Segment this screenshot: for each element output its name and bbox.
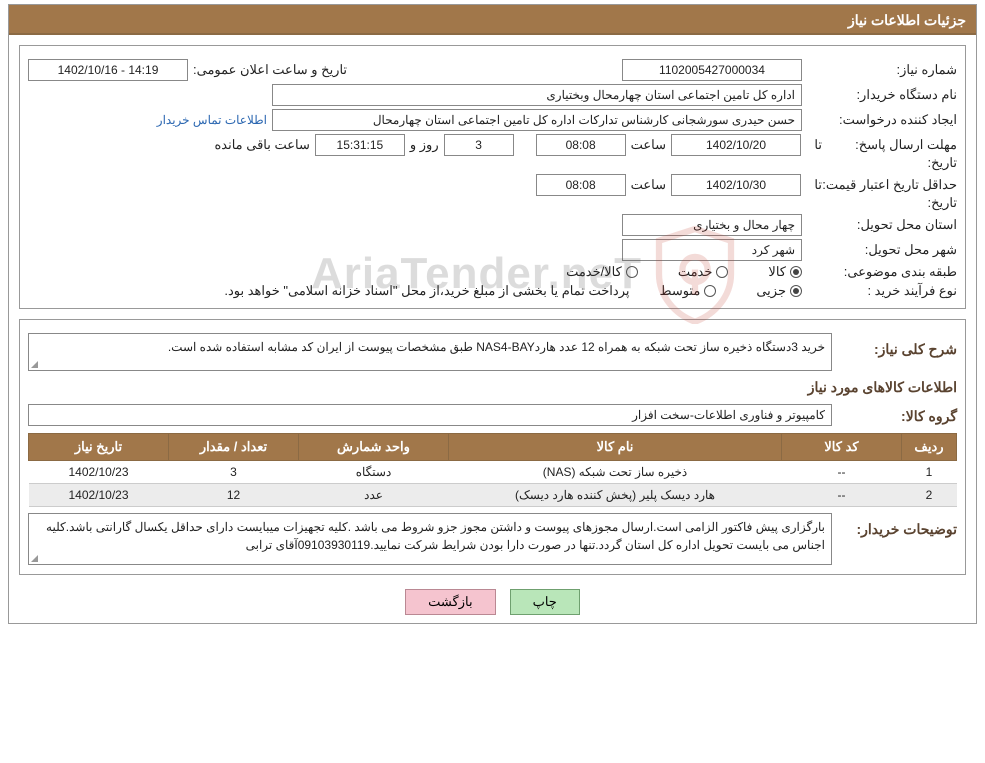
need-section: شرح کلی نیاز: خرید 3دستگاه ذخیره ساز تحت… xyxy=(19,319,966,575)
time-label-1: ساعت xyxy=(631,137,666,153)
radio-service-label: خدمت xyxy=(678,264,713,280)
header-title: جزئیات اطلاعات نیاز xyxy=(848,12,966,28)
until-2: تا xyxy=(806,177,822,193)
radio-small[interactable] xyxy=(790,285,802,297)
table-cell: 1402/10/23 xyxy=(29,484,169,507)
table-row: 1--ذخیره ساز تحت شبکه (NAS)دستگاه31402/1… xyxy=(29,461,957,484)
items-table: ردیفکد کالانام کالاواحد شمارشتعداد / مقد… xyxy=(28,433,957,507)
city-label: شهر محل تحویل: xyxy=(807,242,957,258)
purchase-type-label: نوع فرآیند خرید : xyxy=(807,283,957,299)
radio-goods-group[interactable]: کالا xyxy=(768,264,802,280)
col-header: واحد شمارش xyxy=(299,434,449,461)
table-cell: هارد دیسک پلیر (پخش کننده هارد دیسک) xyxy=(449,484,782,507)
buyer-notes: بارگزاری پیش فاکتور الزامی است.ارسال مجو… xyxy=(28,513,832,565)
col-header: نام کالا xyxy=(449,434,782,461)
col-header: کد کالا xyxy=(782,434,902,461)
group-label: گروه کالا: xyxy=(837,408,957,425)
radio-small-label: جزیی xyxy=(756,283,786,299)
group-value: کامپیوتر و فناوری اطلاعات-سخت افزار xyxy=(28,404,832,426)
table-cell: 12 xyxy=(169,484,299,507)
col-header: تعداد / مقدار xyxy=(169,434,299,461)
buyer-notes-label: توضیحات خریدار: xyxy=(837,521,957,538)
table-cell: 3 xyxy=(169,461,299,484)
page-container: جزئیات اطلاعات نیاز AriaTender.neT شماره… xyxy=(8,4,977,624)
radio-goods-label: کالا xyxy=(768,264,786,280)
table-cell: 1 xyxy=(902,461,957,484)
col-header: تاریخ نیاز xyxy=(29,434,169,461)
province-label: استان محل تحویل: xyxy=(807,217,957,233)
time-label-2: ساعت xyxy=(631,177,666,193)
contact-link[interactable]: اطلاعات تماس خریدار xyxy=(157,113,267,127)
desc-label: شرح کلی نیاز: xyxy=(837,341,957,358)
announce-label: تاریخ و ساعت اعلان عمومی: xyxy=(193,62,347,78)
need-number: 1102005427000034 xyxy=(622,59,802,81)
print-button[interactable]: چاپ xyxy=(510,589,580,615)
need-description: خرید 3دستگاه ذخیره ساز تحت شبکه به همراه… xyxy=(28,333,832,371)
date-label-r2: تاریخ: xyxy=(807,195,957,211)
radio-small-group[interactable]: جزیی xyxy=(756,283,802,299)
until-1: تا xyxy=(806,137,822,153)
remain-suffix: ساعت باقی مانده xyxy=(214,137,309,153)
radio-medium-group[interactable]: متوسط xyxy=(659,283,716,299)
table-cell: عدد xyxy=(299,484,449,507)
table-cell: -- xyxy=(782,484,902,507)
info-section: شماره نیاز: 1102005427000034 تاریخ و ساع… xyxy=(19,45,966,309)
items-title: اطلاعات کالاهای مورد نیاز xyxy=(28,379,957,396)
reply-time: 08:08 xyxy=(536,134,626,156)
province: چهار محال و بختیاری xyxy=(622,214,802,236)
radio-goods[interactable] xyxy=(790,266,802,278)
radio-medium[interactable] xyxy=(704,285,716,297)
radio-goods-service-group[interactable]: کالا/خدمت xyxy=(566,264,638,280)
price-validity-date: 1402/10/30 xyxy=(671,174,801,196)
table-cell: 1402/10/23 xyxy=(29,461,169,484)
requester-label: ایجاد کننده درخواست: xyxy=(807,112,957,128)
date-label-r1: تاریخ: xyxy=(807,155,957,171)
table-row: 2--هارد دیسک پلیر (پخش کننده هارد دیسک)ع… xyxy=(29,484,957,507)
table-cell: ذخیره ساز تحت شبکه (NAS) xyxy=(449,461,782,484)
countdown: 15:31:15 xyxy=(315,134,405,156)
section-header: جزئیات اطلاعات نیاز xyxy=(9,5,976,35)
table-cell: -- xyxy=(782,461,902,484)
button-row: چاپ بازگشت xyxy=(9,589,976,615)
table-cell: دستگاه xyxy=(299,461,449,484)
reply-date: 1402/10/20 xyxy=(671,134,801,156)
radio-goods-service[interactable] xyxy=(626,266,638,278)
radio-service-group[interactable]: خدمت xyxy=(678,264,729,280)
payment-note: پرداخت تمام یا بخشی از مبلغ خرید،از محل … xyxy=(224,283,629,299)
announce-value: 1402/10/16 - 14:19 xyxy=(28,59,188,81)
col-header: ردیف xyxy=(902,434,957,461)
days-remain: 3 xyxy=(444,134,514,156)
city: شهر کرد xyxy=(622,239,802,261)
days-suffix: روز و xyxy=(410,137,439,153)
requester: حسن حیدری سورشجانی کارشناس تدارکات اداره… xyxy=(272,109,802,131)
back-button[interactable]: بازگشت xyxy=(405,589,495,615)
reply-deadline-label: مهلت ارسال پاسخ: xyxy=(827,137,957,153)
table-cell: 2 xyxy=(902,484,957,507)
need-number-label: شماره نیاز: xyxy=(807,62,957,78)
radio-goods-service-label: کالا/خدمت xyxy=(566,264,622,280)
buyer-org-label: نام دستگاه خریدار: xyxy=(807,87,957,103)
price-validity-label: حداقل تاریخ اعتبار قیمت: xyxy=(827,177,957,193)
price-validity-time: 08:08 xyxy=(536,174,626,196)
radio-medium-label: متوسط xyxy=(659,283,700,299)
buyer-org: اداره کل تامین اجتماعی استان چهارمحال وب… xyxy=(272,84,802,106)
radio-service[interactable] xyxy=(716,266,728,278)
classify-label: طبقه بندی موضوعی: xyxy=(807,264,957,280)
